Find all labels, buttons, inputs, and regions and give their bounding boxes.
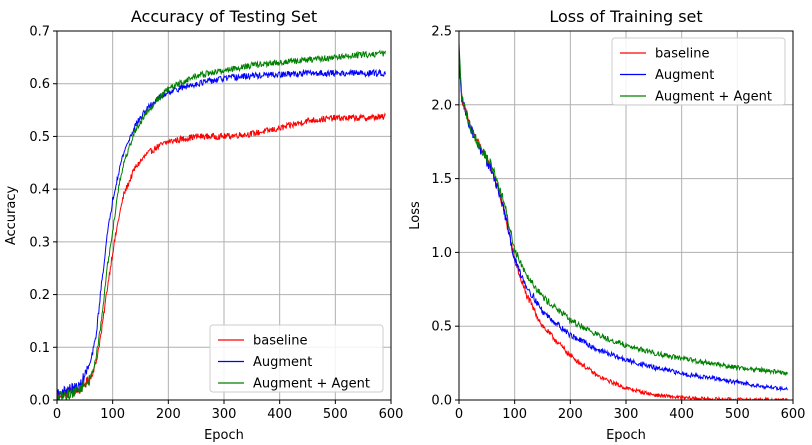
series-line-2 [459, 50, 788, 392]
legend: baseline Augment Augment + Agent [209, 324, 384, 393]
y-tick-label: 0.4 [29, 183, 50, 198]
legend-label: baseline [253, 334, 307, 349]
x-tick-label: 100 [100, 407, 125, 422]
y-tick-label: 0.7 [29, 25, 50, 40]
chart-2: 0 100 200 300 400 500 600 0.0 0.5 1.0 1.5 2.0 2.5 Los… [408, 7, 805, 443]
legend-label: baseline [655, 47, 709, 62]
x-tick-label: 300 [614, 407, 639, 422]
y-axis-label: Loss [408, 201, 423, 230]
y-tick-label: 0.6 [29, 77, 50, 92]
legend: baseline Augment Augment + Agent [611, 37, 786, 106]
y-tick-label: 0.5 [431, 320, 452, 335]
legend-label: Augment [655, 68, 714, 83]
x-tick-label: 400 [669, 407, 694, 422]
y-tick-label: 0.3 [29, 235, 50, 250]
series-line-3 [57, 49, 386, 400]
chart-1: 0 100 200 300 400 500 600 0.0 0.1 0.2 0.3 0.4 0.5 0.6… [4, 7, 403, 443]
y-tick-label: 2.5 [431, 25, 452, 40]
x-axis-label: Epoch [606, 428, 646, 443]
legend-box [209, 324, 384, 393]
chart-title: Loss of Training set [549, 7, 702, 26]
y-tick-label: 0.2 [29, 288, 50, 303]
x-tick-label: 500 [323, 407, 348, 422]
legend-label: Augment + Agent [655, 90, 772, 105]
chart-title: Accuracy of Testing Set [131, 7, 317, 26]
legend-box [611, 37, 786, 106]
x-axis-label: Epoch [204, 428, 244, 443]
legend-label: Augment + Agent [253, 377, 370, 392]
x-tick-label: 0 [53, 407, 61, 422]
y-tick-label: 1.0 [431, 246, 452, 261]
series-line-3 [459, 43, 788, 377]
series-group [57, 49, 386, 400]
x-tick-label: 300 [212, 407, 237, 422]
y-tick-label: 1.5 [431, 172, 452, 187]
x-tick-label: 500 [725, 407, 750, 422]
series-line-1 [57, 112, 386, 399]
y-tick-label: 0.1 [29, 341, 50, 356]
y-tick-label: 0.0 [431, 394, 452, 409]
x-tick-label: 200 [156, 407, 181, 422]
x-tick-label: 600 [781, 407, 806, 422]
y-tick-label: 2.0 [431, 98, 452, 113]
y-axis-label: Accuracy [4, 186, 19, 246]
series-line-2 [57, 68, 386, 400]
y-tick-label: 0.0 [29, 394, 50, 409]
legend-label: Augment [253, 355, 312, 370]
x-tick-label: 200 [558, 407, 583, 422]
x-tick-label: 100 [502, 407, 527, 422]
x-tick-label: 600 [379, 407, 404, 422]
x-tick-label: 400 [267, 407, 292, 422]
x-tick-label: 0 [455, 407, 463, 422]
y-tick-label: 0.5 [29, 130, 50, 145]
